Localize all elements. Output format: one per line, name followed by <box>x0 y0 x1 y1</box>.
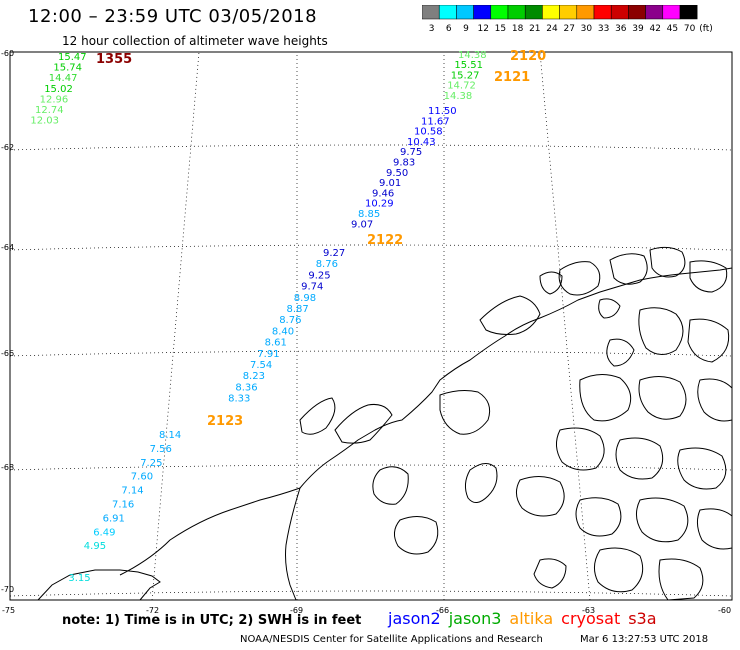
pass-time-label: 1355 <box>96 52 132 67</box>
scale-swatch <box>525 5 542 19</box>
wave-height-label: 9.74 <box>301 282 323 293</box>
scale-swatch <box>628 5 645 19</box>
wave-height-label: 8.87 <box>287 304 309 315</box>
wave-height-label: 8.61 <box>265 338 287 349</box>
scale-swatch <box>508 5 525 19</box>
lon-label: -75 <box>2 606 15 615</box>
timestamp-text: Mar 6 13:27:53 UTC 2018 <box>580 634 708 645</box>
altimeter-map: -60-62-64-66-68-70-75 -72 -69 -66 -63 -60 15.… <box>0 0 740 650</box>
wave-height-label: 7.16 <box>112 500 134 511</box>
wave-height-label: 9.07 <box>351 219 373 230</box>
scale-label: 42 <box>649 24 660 34</box>
wave-height-label: 7.60 <box>131 472 153 483</box>
scale-label: 3 <box>429 24 435 34</box>
scale-label: 18 <box>512 24 524 34</box>
scale-label: 15 <box>495 24 506 34</box>
scale-swatch <box>456 5 473 19</box>
lat-label: -68 <box>1 463 14 472</box>
legend-jason2: jason2 <box>388 609 441 628</box>
wave-height-label: 8.98 <box>294 293 316 304</box>
wave-height-label: 12.96 <box>40 94 69 105</box>
wave-height-label: 3.15 <box>68 573 90 584</box>
wave-height-label: 15.74 <box>53 63 82 74</box>
lat-label: -64 <box>1 243 14 252</box>
pass-time-label: 2122 <box>367 233 403 248</box>
scale-label: 30 <box>581 24 593 34</box>
wave-height-label: 15.47 <box>58 52 87 63</box>
wave-height-label: 8.14 <box>159 430 181 441</box>
wave-height-label: 8.76 <box>279 315 301 326</box>
wave-height-label: 4.95 <box>84 541 106 552</box>
wave-height-label: 9.25 <box>308 270 330 281</box>
lon-label: -60 <box>718 606 731 615</box>
scale-swatch <box>542 5 559 19</box>
wave-height-label: 12.74 <box>35 105 64 116</box>
scale-swatch <box>663 5 680 19</box>
scale-label: 6 <box>446 24 452 34</box>
wave-height-label: 7.25 <box>140 458 162 469</box>
scale-swatch <box>646 5 663 19</box>
credit-text: NOAA/NESDIS Center for Satellite Applica… <box>240 634 543 645</box>
scale-label: 45 <box>667 24 678 34</box>
scale-label: 9 <box>463 24 469 34</box>
scale-label: 36 <box>615 24 627 34</box>
scale-label: 39 <box>632 24 644 34</box>
lat-label: -66 <box>1 349 14 358</box>
scale-swatch <box>439 5 456 19</box>
scale-label: 12 <box>477 24 488 34</box>
wave-height-label: 8.40 <box>272 326 294 337</box>
wave-height-label: 6.49 <box>93 527 115 538</box>
scale-label: 33 <box>598 24 609 34</box>
page-subtitle: 12 hour collection of altimeter wave hei… <box>62 34 328 48</box>
wave-height-label: 8.33 <box>228 394 250 405</box>
lat-label: -70 <box>1 585 14 594</box>
coastline <box>38 247 732 600</box>
wave-height-label: 6.91 <box>103 513 125 524</box>
wave-height-label: 15.02 <box>44 84 73 95</box>
wave-height-label: 9.27 <box>323 248 345 259</box>
scale-swatch <box>474 5 491 19</box>
lat-label: -60 <box>1 49 14 58</box>
legend-s3a: s3a <box>628 609 656 628</box>
footer-note: note: 1) Time is in UTC; 2) SWH is in fe… <box>62 613 361 628</box>
legend-jason3: jason3 <box>449 609 502 628</box>
color-scale: 3 6 9 12 15 18 21 24 27 30 33 36 39 42 45 70 (ft) <box>422 5 734 35</box>
satellite-legend: jason2 jason3 altika cryosat s3a <box>388 609 665 628</box>
legend-altika: altika <box>509 609 553 628</box>
pass-time-label: 2120 <box>510 49 546 64</box>
wave-height-label: 14.47 <box>49 73 78 84</box>
scale-label: 70 <box>684 24 696 34</box>
wave-height-label: 7.91 <box>257 349 279 360</box>
page-title: 12:00 – 23:59 UTC 03/05/2018 <box>28 6 317 27</box>
pass-time-label: 2121 <box>494 70 530 85</box>
scale-label: 27 <box>563 24 574 34</box>
wave-height-label: 7.14 <box>121 486 143 497</box>
wave-height-label: 14.38 <box>444 91 473 102</box>
scale-swatch <box>422 5 439 19</box>
legend-cryosat: cryosat <box>561 609 620 628</box>
wave-height-label: 8.76 <box>316 259 338 270</box>
scale-swatch <box>560 5 577 19</box>
wave-height-label: 7.56 <box>150 444 172 455</box>
scale-swatch <box>577 5 594 19</box>
pass-time-label: 2123 <box>207 414 243 429</box>
wave-height-label: 12.03 <box>30 116 59 127</box>
wave-height-label: 8.36 <box>235 382 257 393</box>
scale-label: 24 <box>546 24 558 34</box>
scale-swatch <box>594 5 611 19</box>
scale-swatch <box>491 5 508 19</box>
wave-height-label: 7.54 <box>250 360 272 371</box>
lat-label: -62 <box>1 143 14 152</box>
scale-unit: (ft) <box>699 24 713 34</box>
scale-swatch <box>611 5 628 19</box>
wave-height-label: 8.23 <box>243 371 265 382</box>
scale-swatch <box>680 5 697 19</box>
scale-label: 21 <box>529 24 540 34</box>
